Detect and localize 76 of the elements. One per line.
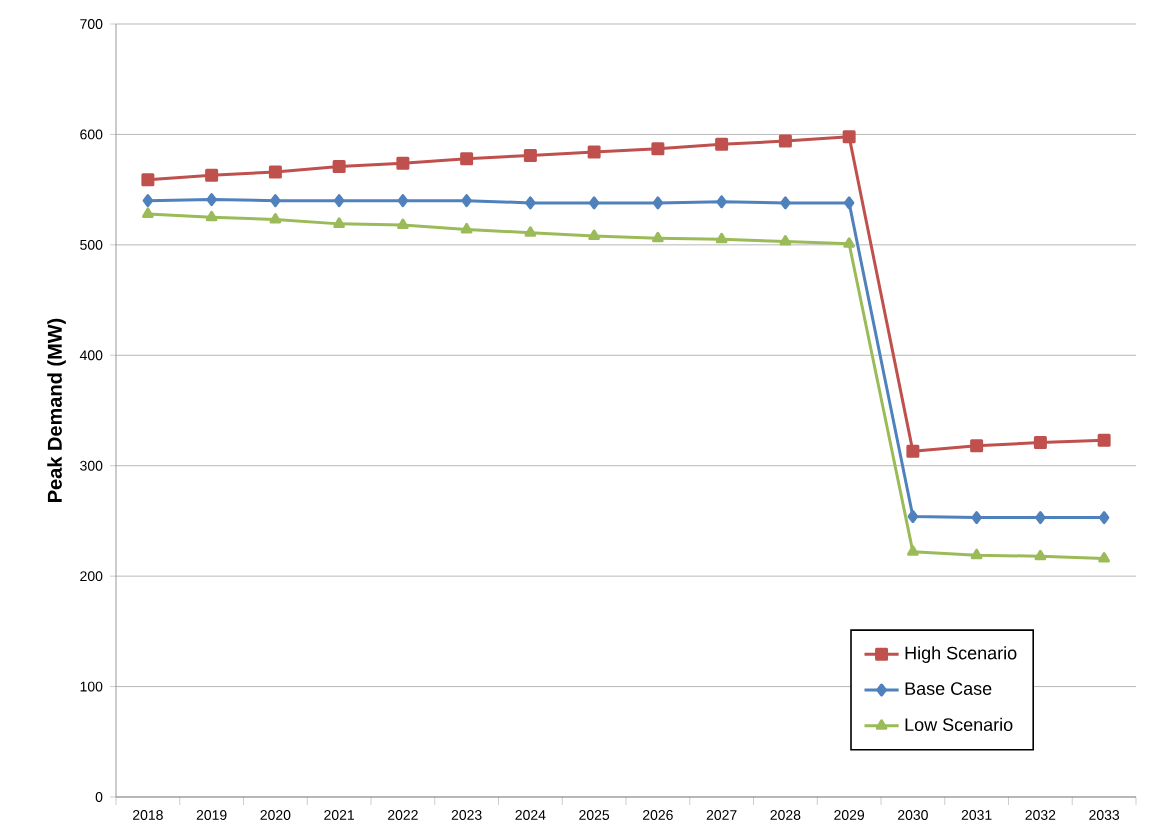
point [907,545,919,556]
y-tick-label: 700 [80,19,103,29]
point [525,196,536,210]
x-tick-label: 2023 [451,810,482,820]
x-tick-label: 2018 [132,810,163,820]
x-tick-label: 2019 [196,810,227,820]
y-tick-label: 500 [80,239,103,250]
x-tick-label: 2027 [706,810,737,820]
x-tick-label: 2030 [898,810,928,820]
point [206,193,217,207]
point [205,210,218,222]
point [268,165,282,179]
point [907,510,919,524]
point [715,232,728,244]
x-tick-label: 2033 [1089,810,1120,820]
point [524,226,537,237]
point [205,168,219,182]
point [460,152,474,166]
point [1098,511,1110,525]
point [397,194,409,208]
point [715,137,729,151]
legend-label: Low Scenario [905,717,1013,732]
point [460,222,473,234]
point [906,444,920,458]
point [396,156,410,170]
point [333,217,345,228]
point [523,148,537,162]
point [397,218,409,229]
point [332,159,346,173]
point [778,134,792,148]
point [270,194,281,208]
y-tick-label: 200 [80,571,103,582]
point [1033,436,1047,450]
x-tick-label: 2031 [961,810,992,820]
point [843,237,855,248]
point [716,195,727,209]
point [780,196,791,210]
point [843,196,855,210]
point [333,194,345,208]
point [1034,549,1047,561]
point [971,511,982,525]
point [587,145,601,159]
y-tick-label: 300 [80,460,103,471]
x-tick-label: 2024 [515,810,546,820]
legend-label: Base Case [905,682,992,695]
point [970,548,983,560]
point [652,231,664,243]
point [141,173,155,187]
point [970,439,984,453]
point [652,196,664,210]
y-tick-label: 0 [95,792,103,802]
y-tick-label: 400 [79,350,103,361]
point [842,130,856,144]
x-tick-label: 2029 [834,810,865,820]
legend-label: High Scenario [905,646,1017,663]
point [651,142,665,156]
point [142,194,154,208]
point [1098,551,1110,563]
point [1097,433,1111,447]
x-tick-label: 2028 [770,810,801,820]
y-tick-label: 600 [80,129,103,140]
point [461,194,472,208]
point [1035,511,1046,525]
point [588,196,600,210]
point [588,229,600,241]
x-tick-label: 2025 [579,810,610,820]
x-tick-label: 2020 [260,810,291,820]
point [779,235,792,246]
x-tick-label: 2032 [1025,810,1056,820]
y-axis-title: Peak Demand (MW) [47,318,66,502]
y-tick-label: 100 [80,681,103,692]
x-tick-label: 2026 [643,810,673,820]
x-tick-label: 2022 [388,810,418,820]
point [269,212,282,224]
x-tick-label: 2021 [324,810,354,820]
point [142,207,154,218]
